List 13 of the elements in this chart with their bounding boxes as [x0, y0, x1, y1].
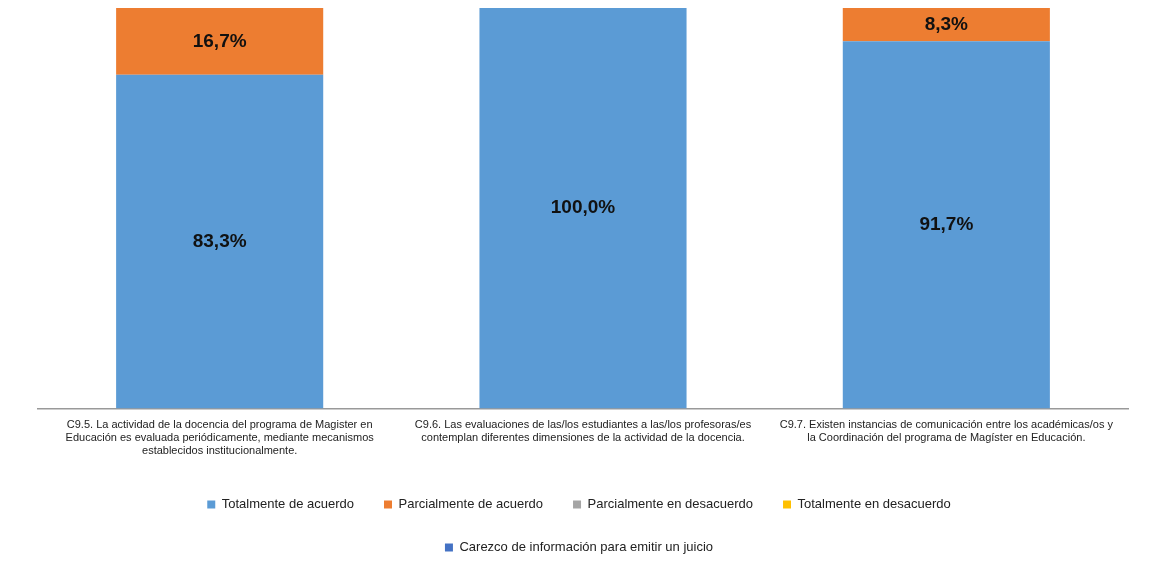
legend-label: Carezco de información para emitir un juicio: [459, 539, 714, 555]
data-label: 16,7%: [192, 29, 247, 51]
data-label: 91,7%: [919, 213, 974, 235]
legend-label: Parcialmente en desacuerdo: [587, 496, 754, 512]
x-tick-label: C9.5. La actividad de la docencia del programa de Magister en Educación es evaluada periódicamente, mediante mecanismos establecidos institucionalmente.: [65, 418, 375, 457]
legend-label: Totalmente de acuerdo: [221, 496, 355, 512]
data-label: 83,3%: [192, 229, 247, 251]
data-label: 100,0%: [550, 196, 616, 218]
legend-label: Totalmente en desacuerdo: [797, 496, 951, 512]
legend-label: Parcialmente de acuerdo: [398, 496, 544, 512]
data-label: 8,3%: [924, 12, 969, 34]
x-tick-label: C9.7. Existen instancias de comunicación entre los académicas/os y la Coordinación del programa de Magíster en Educación.: [779, 418, 1114, 444]
x-tick-label: C9.6. Las evaluaciones de las/los estudiantes a las/los profesoras/es contemplan diferentes dimensiones de la actividad de la docencia.: [414, 418, 752, 444]
